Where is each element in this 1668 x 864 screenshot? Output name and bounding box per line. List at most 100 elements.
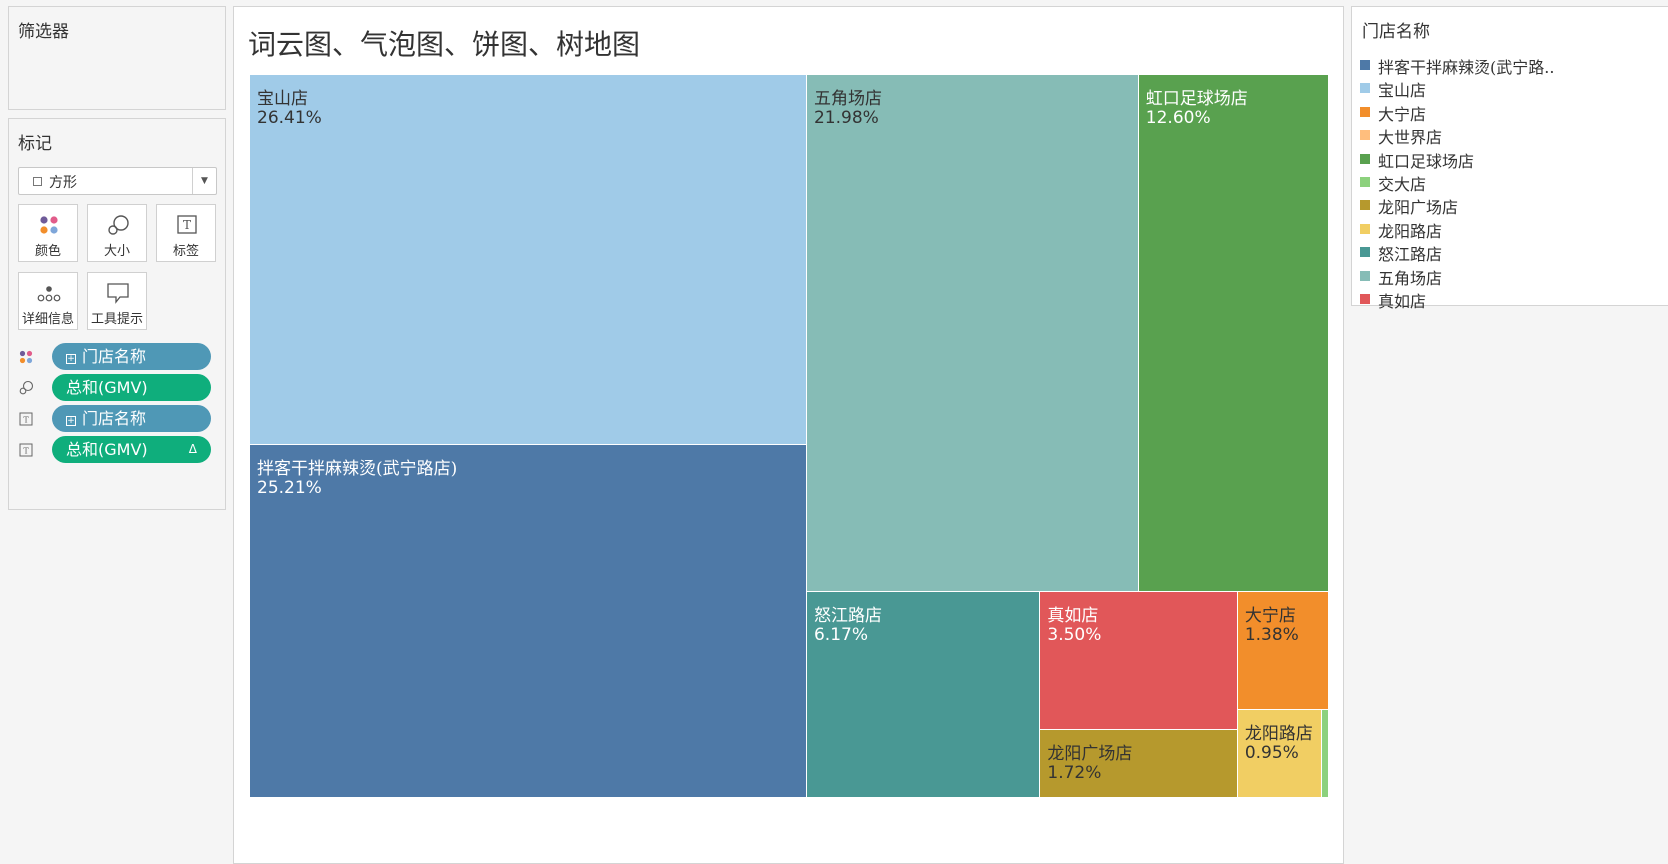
treemap-cell[interactable]: 龙阳路店 0.95%: [1237, 709, 1322, 798]
cell-name-label: 五角场店: [813, 89, 882, 109]
expand-plus-icon[interactable]: +: [66, 416, 76, 426]
detail-card-label: 详细信息: [21, 312, 74, 327]
pill-row-label: T + 门店名称: [18, 405, 218, 432]
cell-value-label: 6.17%: [813, 624, 868, 645]
legend-label: 虹口足球场店: [1378, 151, 1475, 171]
color-dots-icon: [40, 216, 58, 234]
legend-swatch: [1360, 106, 1370, 117]
dimension-pill[interactable]: + 门店名称: [52, 343, 211, 370]
expand-plus-icon[interactable]: +: [66, 354, 76, 364]
legend-item[interactable]: 拌客干拌麻辣烫(武宁路..: [1360, 54, 1668, 77]
cell-value-label: 1.38%: [1244, 624, 1299, 645]
svg-text:T: T: [23, 447, 29, 456]
svg-text:T: T: [23, 416, 29, 425]
cell-name-label: 怒江路店: [813, 605, 882, 626]
treemap-chart: 宝山店 26.41% 拌客干拌麻辣烫(武宁路店) 25.21% 五角场店 21.98% 虹口…: [250, 75, 1329, 798]
detail-dots-icon: [37, 286, 61, 302]
legend-swatch: [1360, 60, 1370, 70]
treemap-cell[interactable]: 虹口足球场店 12.60%: [1138, 75, 1329, 592]
legend-label: 龙阳广场店: [1378, 198, 1459, 218]
cell-name-label: 龙阳广场店: [1047, 744, 1133, 765]
marks-card: 标记 方形 ▼ 颜色 大小 T 标签 详细信息: [8, 118, 226, 510]
legend-title: 门店名称: [1362, 22, 1430, 42]
cell-value-label: 0.95%: [1244, 742, 1299, 763]
color-dots-icon: [19, 350, 33, 364]
tooltip-bubble-icon: [107, 283, 129, 304]
color-card[interactable]: 颜色: [18, 204, 78, 262]
treemap-cell[interactable]: 拌客干拌麻辣烫(武宁路店) 25.21%: [250, 444, 807, 798]
cell-value-label: 3.50%: [1047, 624, 1102, 645]
chevron-down-icon[interactable]: ▼: [192, 168, 216, 194]
legend-label: 宝山店: [1378, 81, 1427, 101]
legend-item[interactable]: 龙阳路店: [1360, 218, 1668, 241]
legend-swatch: [1360, 130, 1370, 141]
legend-item[interactable]: 五角场店: [1360, 265, 1668, 288]
cell-name-label: 真如店: [1047, 605, 1099, 626]
label-card-label: 标签: [172, 244, 199, 259]
cell-name-label: 龙阳路店: [1244, 723, 1313, 744]
size-circles-icon: [108, 215, 129, 235]
legend-swatch: [1360, 294, 1370, 304]
detail-card[interactable]: 详细信息: [18, 272, 78, 330]
viz-title: 词云图、气泡图、饼图、树地图: [248, 28, 641, 61]
svg-text:T: T: [183, 218, 191, 232]
treemap-cell[interactable]: 大宁店 1.38%: [1237, 591, 1329, 710]
treemap-cell[interactable]: 怒江路店 6.17%: [806, 591, 1041, 798]
pill-label: 门店名称: [82, 409, 147, 428]
treemap-cell[interactable]: 宝山店 26.41%: [250, 75, 807, 445]
legend-item[interactable]: 大宁店: [1360, 101, 1668, 124]
filters-title: 筛选器: [18, 22, 69, 42]
text-label-icon: T: [19, 412, 33, 426]
size-circles-icon: [19, 380, 34, 395]
pill-label: 总和(GMV): [66, 440, 148, 459]
legend-item[interactable]: 虹口足球场店: [1360, 148, 1668, 171]
filters-shelf[interactable]: 筛选器: [8, 6, 226, 110]
legend-item[interactable]: 大世界店: [1360, 124, 1668, 148]
dimension-pill[interactable]: + 门店名称: [52, 405, 211, 432]
legend-label: 怒江路店: [1378, 245, 1443, 265]
legend-swatch: [1360, 270, 1370, 281]
pill-row-color: + 门店名称: [18, 343, 218, 370]
size-card-label: 大小: [103, 244, 130, 259]
marks-title: 标记: [18, 134, 52, 154]
color-legend: 门店名称 拌客干拌麻辣烫(武宁路.. 宝山店大宁店大世界店虹口足球场店 交大店龙阳广…: [1351, 6, 1668, 311]
cell-value-label: 25.21%: [257, 477, 322, 498]
legend-swatch: [1360, 200, 1370, 211]
label-card[interactable]: T 标签: [156, 204, 216, 262]
legend-label: 大宁店: [1378, 104, 1427, 124]
measure-pill[interactable]: 总和(GMV): [52, 374, 211, 401]
cell-name-label: 大宁店: [1244, 605, 1296, 626]
text-label-icon: T: [177, 215, 197, 234]
pill-row-size: 总和(GMV): [18, 374, 218, 401]
cell-value-label: 12.60%: [1145, 108, 1211, 128]
legend-item[interactable]: 宝山店: [1360, 77, 1668, 101]
legend-label: 大世界店: [1378, 128, 1443, 148]
pill-label: 总和(GMV): [66, 378, 148, 397]
text-label-icon: T: [19, 443, 33, 457]
mark-type-label: 方形: [49, 175, 77, 191]
pill-row-label-measure: T 总和(GMV) Δ: [18, 436, 218, 463]
measure-pill[interactable]: 总和(GMV) Δ: [52, 436, 211, 463]
treemap-cell[interactable]: 龙阳广场店 1.72%: [1040, 730, 1238, 798]
legend-item[interactable]: 真如店: [1360, 288, 1668, 311]
treemap-cell[interactable]: 五角场店 21.98%: [806, 75, 1139, 592]
legend-label: 龙阳路店: [1378, 221, 1443, 241]
size-card[interactable]: 大小: [87, 204, 147, 262]
legend-swatch: [1360, 177, 1370, 187]
viz-view: 词云图、气泡图、饼图、树地图 宝山店 26.41% 拌客干拌麻辣烫(武宁路店) 25.…: [233, 6, 1344, 864]
pill-label: 门店名称: [82, 347, 147, 366]
table-calc-delta-icon: Δ: [188, 442, 197, 456]
legend-item[interactable]: 龙阳广场店: [1360, 194, 1668, 218]
cell-value-label: 26.41%: [257, 108, 322, 128]
treemap-cell[interactable]: 真如店 3.50%: [1040, 591, 1238, 731]
cell-name-label: 拌客干拌麻辣烫(武宁路店): [257, 458, 458, 479]
cell-name-label: 虹口足球场店: [1145, 89, 1248, 109]
legend-item[interactable]: 怒江路店: [1360, 241, 1668, 265]
legend-swatch: [1360, 153, 1370, 164]
legend-item[interactable]: 交大店: [1360, 171, 1668, 194]
treemap-cell[interactable]: [1321, 709, 1329, 798]
legend-label: 五角场店: [1378, 268, 1443, 288]
tooltip-card[interactable]: 工具提示: [87, 272, 147, 330]
mark-type-dropdown[interactable]: 方形 ▼: [18, 167, 217, 195]
cell-name-label: 宝山店: [257, 89, 308, 109]
